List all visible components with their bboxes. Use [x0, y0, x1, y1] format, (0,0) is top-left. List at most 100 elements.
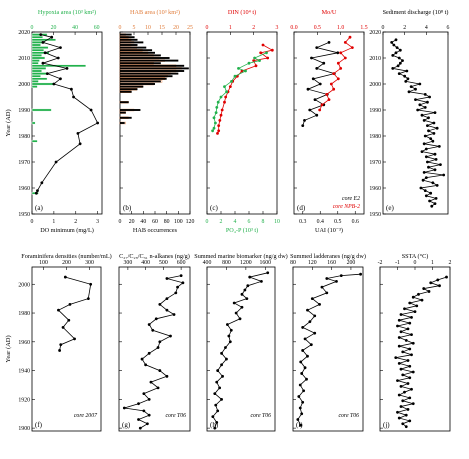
panel-letter: (b) — [123, 204, 132, 212]
data-point — [247, 61, 251, 65]
data-point — [392, 43, 396, 47]
y-tick-label: 1950 — [369, 212, 381, 218]
data-point — [212, 116, 216, 120]
data-point — [429, 281, 433, 285]
data-point — [68, 303, 72, 306]
data-point — [422, 171, 426, 174]
data-bar — [120, 80, 161, 83]
data-point — [427, 290, 431, 293]
y-tick-label: 1990 — [369, 108, 381, 114]
data-point — [329, 82, 333, 86]
data-point — [411, 341, 415, 345]
top-axis-label: Mo/U — [322, 9, 337, 16]
data-bar — [120, 33, 132, 36]
series-line — [36, 34, 99, 194]
data-bar — [120, 85, 144, 88]
data-bar — [120, 83, 155, 85]
data-point — [418, 82, 422, 86]
data-point — [214, 111, 218, 114]
data-point — [408, 396, 412, 400]
bottom-tick-label: 80 — [164, 219, 170, 225]
top-tick-label: 500 — [159, 260, 168, 266]
data-point — [300, 372, 304, 375]
data-point — [225, 90, 229, 94]
data-point — [325, 93, 329, 96]
data-point — [404, 413, 408, 417]
data-point — [223, 85, 226, 88]
data-point — [246, 284, 250, 288]
data-point — [410, 387, 413, 391]
top-axis-label: HAB area (10³ km²) — [130, 9, 180, 16]
data-point — [343, 41, 347, 44]
data-point — [219, 95, 223, 99]
data-point — [401, 373, 405, 377]
y-tick-label: 1970 — [18, 160, 30, 166]
data-point — [58, 349, 61, 352]
data-bar — [120, 54, 161, 57]
data-point — [252, 59, 256, 62]
bottom-tick-label: 2 — [220, 219, 223, 225]
data-point — [215, 380, 219, 384]
top-tick-label: 0.0 — [290, 25, 297, 31]
data-point — [158, 369, 162, 372]
top-tick-label: 0 — [119, 25, 122, 31]
data-point — [302, 389, 306, 393]
panel-frame — [206, 266, 276, 432]
data-point — [327, 41, 331, 44]
data-point — [424, 147, 428, 151]
data-point — [243, 288, 247, 292]
bottom-tick-label: 100 — [174, 219, 183, 225]
data-point — [411, 295, 415, 299]
data-bar — [120, 57, 170, 59]
core-annotation: core E2 — [342, 196, 360, 202]
data-point — [56, 56, 60, 60]
data-point — [89, 282, 93, 286]
bottom-tick-label: 10 — [274, 219, 280, 225]
data-point — [296, 418, 300, 421]
data-point — [401, 399, 405, 403]
series-line — [297, 273, 361, 426]
data-point — [142, 409, 146, 413]
top-tick-label: 80 — [290, 260, 296, 266]
data-bar — [120, 109, 141, 111]
data-point — [318, 82, 322, 86]
top-tick-label: 6 — [447, 25, 450, 31]
data-point — [232, 301, 236, 305]
panel-letter: (j) — [383, 421, 390, 429]
core-annotation: core T06 — [165, 413, 186, 419]
data-point — [404, 338, 408, 342]
data-point — [332, 72, 336, 75]
data-point — [298, 406, 302, 410]
data-point — [434, 197, 438, 200]
data-point — [248, 275, 252, 279]
data-bar — [120, 70, 185, 72]
data-point — [41, 61, 45, 65]
bottom-axis-label: UAI (10⁻³) — [315, 227, 343, 234]
data-point — [403, 390, 406, 394]
data-point — [211, 129, 215, 133]
data-point — [408, 419, 412, 423]
data-point — [72, 95, 75, 99]
data-point — [220, 363, 223, 367]
data-point — [311, 77, 315, 81]
data-point — [399, 405, 403, 408]
data-point — [399, 330, 403, 334]
y-tick-label: 2010 — [369, 56, 381, 62]
data-point — [405, 69, 409, 73]
y-tick-label: 1940 — [18, 369, 30, 375]
data-point — [401, 422, 405, 426]
y-tick-label: 2020 — [18, 30, 30, 36]
data-bar — [120, 64, 185, 67]
data-point — [430, 204, 434, 208]
data-point — [258, 59, 261, 62]
data-point — [138, 426, 142, 430]
data-point — [325, 291, 329, 295]
data-point — [431, 181, 435, 185]
data-point — [426, 100, 429, 104]
series-line — [391, 39, 444, 207]
top-tick-label: 1600 — [259, 260, 271, 266]
data-point — [220, 108, 224, 112]
top-axis-label: Summed ladderanes (ng/g dw) — [290, 253, 366, 260]
top-tick-label: 40 — [72, 25, 78, 31]
